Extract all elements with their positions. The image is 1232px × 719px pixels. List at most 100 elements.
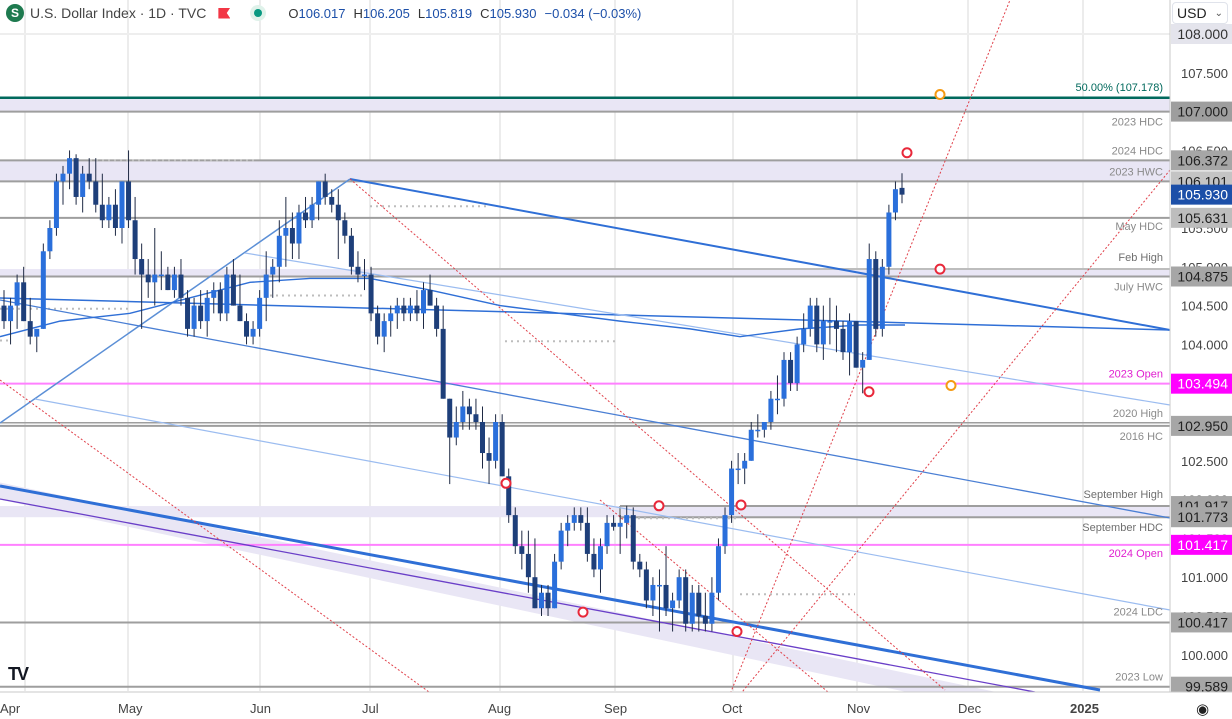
candle xyxy=(8,305,14,322)
candle xyxy=(860,359,866,368)
channel-line[interactable] xyxy=(0,379,441,701)
currency-select[interactable]: USD ⌄ xyxy=(1172,2,1228,24)
svg-text:103.494: 103.494 xyxy=(1177,376,1228,392)
candle xyxy=(722,515,728,547)
candle xyxy=(80,173,86,197)
open-value: 106.017 xyxy=(298,5,346,21)
candle xyxy=(532,577,538,609)
candle xyxy=(801,328,807,345)
candle xyxy=(34,328,40,337)
level-label: 2023 HWC xyxy=(1109,166,1163,178)
trendline[interactable] xyxy=(0,484,1101,692)
candle xyxy=(139,259,145,275)
candle xyxy=(545,592,551,609)
candle xyxy=(73,158,79,197)
channel-line[interactable] xyxy=(349,178,946,691)
candle xyxy=(427,290,433,306)
trendline[interactable] xyxy=(349,178,1171,331)
candle xyxy=(486,453,492,461)
candle xyxy=(466,406,472,415)
candle xyxy=(781,359,787,399)
y-tick-label: 100.000 xyxy=(1181,648,1228,663)
candle xyxy=(643,569,649,601)
candle xyxy=(14,282,20,306)
trendline[interactable] xyxy=(0,498,1036,693)
red-circle-marker-icon xyxy=(863,386,875,398)
candle xyxy=(519,546,525,554)
candle xyxy=(611,522,617,527)
candle xyxy=(60,173,66,182)
candle xyxy=(145,274,151,283)
candle xyxy=(663,584,669,609)
candle xyxy=(453,422,459,438)
candle xyxy=(899,187,905,195)
candle xyxy=(348,235,354,267)
candle xyxy=(67,158,73,174)
candle xyxy=(86,173,92,182)
price-badge xyxy=(1171,24,1232,44)
x-tick-label: Sep xyxy=(604,701,627,716)
symbol-title[interactable]: U.S. Dollar Index · 1D · TVC xyxy=(30,5,207,21)
open-label: O xyxy=(288,5,299,21)
trendline[interactable] xyxy=(244,252,1171,406)
candle xyxy=(591,553,597,570)
candle xyxy=(709,592,715,624)
tradingview-logo-icon[interactable]: TV xyxy=(8,664,29,684)
x-tick-label: Jul xyxy=(362,701,379,716)
level-label: July HWC xyxy=(1114,282,1163,294)
level-label: 2023 Open xyxy=(1109,369,1163,381)
candle xyxy=(866,259,872,360)
red-circle-marker-icon xyxy=(653,500,665,512)
candle xyxy=(506,476,512,516)
candle xyxy=(630,515,636,562)
price-badge xyxy=(1171,507,1232,528)
chart-header: S U.S. Dollar Index · 1D · TVC O106.017 … xyxy=(0,0,641,26)
candle xyxy=(742,460,748,469)
candle xyxy=(807,305,813,329)
y-tick-label: 104.500 xyxy=(1181,299,1228,314)
high-label: H xyxy=(353,5,363,21)
candle xyxy=(525,553,531,578)
candle xyxy=(309,204,315,221)
channel-line[interactable] xyxy=(719,0,1011,719)
candle xyxy=(263,274,269,298)
svg-text:107.000: 107.000 xyxy=(1177,104,1228,120)
level-label: 2023 Low xyxy=(1115,672,1163,684)
candle xyxy=(394,305,400,314)
candle xyxy=(126,181,132,221)
candle xyxy=(558,530,564,562)
candle xyxy=(774,398,780,401)
candle xyxy=(748,429,754,461)
candle xyxy=(270,266,276,275)
candle xyxy=(106,204,112,221)
y-tick-label: 101.000 xyxy=(1181,570,1228,585)
channel-line[interactable] xyxy=(719,169,1171,719)
currency-value: USD xyxy=(1177,5,1207,21)
gear-icon[interactable]: ◉ xyxy=(1196,701,1210,718)
candle xyxy=(198,305,204,322)
ohlc-values: O106.017 H106.205 L105.819 C105.930 −0.0… xyxy=(288,6,641,21)
candle xyxy=(565,522,571,531)
candle xyxy=(827,321,833,323)
candle xyxy=(335,204,341,221)
red-flag-icon[interactable] xyxy=(218,7,231,19)
svg-text:100.417: 100.417 xyxy=(1177,614,1228,630)
zone xyxy=(0,97,1170,112)
trendline[interactable] xyxy=(0,297,1171,331)
candle xyxy=(597,546,603,570)
channel-line[interactable] xyxy=(599,499,861,719)
candle xyxy=(434,305,440,329)
trendline[interactable] xyxy=(0,299,1171,519)
candle xyxy=(381,321,387,337)
candle xyxy=(211,290,217,298)
candle xyxy=(421,290,427,314)
candle xyxy=(165,274,171,291)
level-label: 2024 HDC xyxy=(1112,145,1163,157)
x-tick-label: May xyxy=(118,701,143,716)
market-status-dot-icon xyxy=(250,5,267,21)
trendline[interactable] xyxy=(34,398,1171,611)
candle xyxy=(99,204,105,221)
candle xyxy=(512,515,518,547)
candle xyxy=(755,429,761,432)
